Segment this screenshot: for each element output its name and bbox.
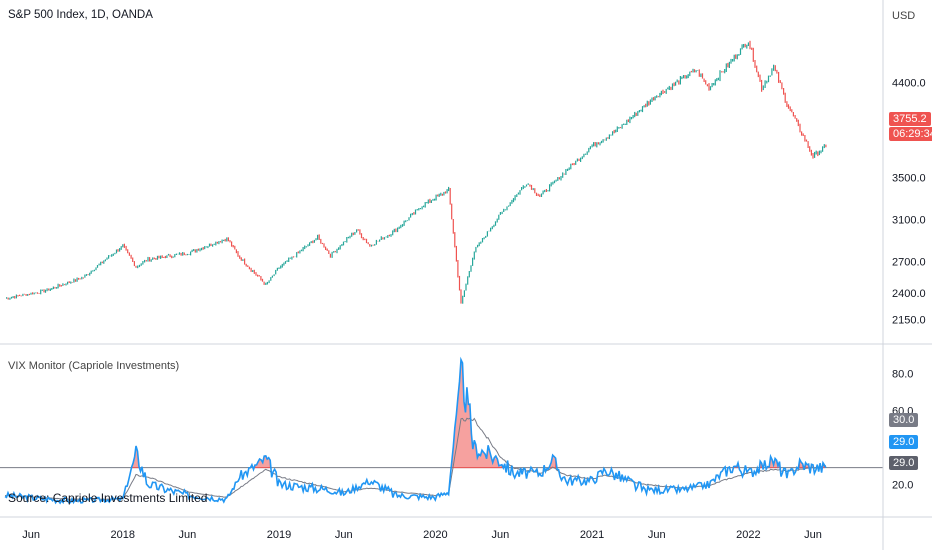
last-price-badge: 3755.2 — [889, 112, 931, 126]
indicator-title: VIX Monitor (Capriole Investments) — [8, 360, 180, 372]
chart-title: S&P 500 Index, 1D, OANDA — [8, 9, 153, 21]
time-tick-label: Jun — [648, 529, 666, 541]
vix-threshold-badge: 29.0 — [889, 456, 919, 470]
time-tick-label: 2019 — [267, 529, 291, 541]
time-tick-label: Jun — [179, 529, 197, 541]
vix-tick-label: 20.0 — [892, 479, 913, 491]
vix-tick-label: 80.0 — [892, 368, 913, 380]
price-tick-label: 3500.0 — [892, 172, 926, 184]
time-tick-label: Jun — [492, 529, 510, 541]
price-tick-label: 2700.0 — [892, 257, 926, 269]
vix-line — [4, 356, 827, 505]
vix-value-badge: 29.0 — [889, 435, 919, 449]
time-tick-label: 2021 — [580, 529, 604, 541]
price-tick-label: 2150.0 — [892, 314, 926, 326]
price-tick-label: 3100.0 — [892, 214, 926, 226]
countdown-badge: 06:29:34 — [889, 127, 932, 141]
time-tick-label: Jun — [335, 529, 353, 541]
price-tick-label: 4400.0 — [892, 78, 926, 90]
vix-ma-badge: 30.0 — [889, 413, 919, 427]
time-tick-label: 2020 — [423, 529, 447, 541]
vix-pane — [0, 356, 883, 505]
price-pane — [5, 40, 827, 304]
time-tick-label: Jun — [804, 529, 822, 541]
time-tick-label: Jun — [22, 529, 40, 541]
price-tick-label: 2400.0 — [892, 288, 926, 300]
source-label: Source: Capriole Investments Limited — [8, 491, 208, 505]
currency-label: USD — [892, 10, 916, 22]
time-tick-label: 2018 — [111, 529, 135, 541]
time-tick-label: 2022 — [736, 529, 760, 541]
